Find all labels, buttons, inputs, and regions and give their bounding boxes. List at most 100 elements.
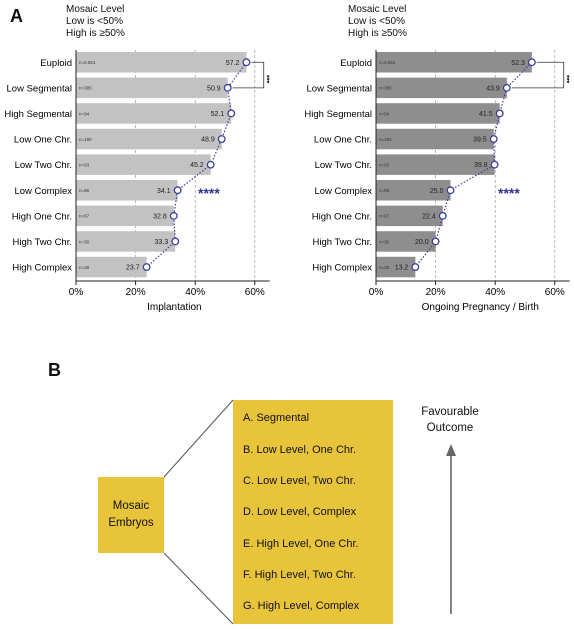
value-label: 23.7: [126, 265, 140, 272]
significance-stars: ****: [198, 185, 220, 201]
value-label: 52.3: [511, 60, 525, 67]
bar: [76, 205, 174, 227]
bar: [376, 231, 436, 252]
category-label: High One Chr.: [12, 211, 72, 222]
n-label: n=94: [379, 111, 390, 116]
value-label: 41.5: [479, 111, 493, 118]
bar: [76, 52, 247, 73]
level-item: D. Low Level, Complex: [243, 506, 357, 518]
mosaic-note-title: Mosaic Level: [66, 4, 125, 15]
value-label: 39.5: [473, 137, 487, 144]
bar: [376, 205, 443, 227]
n-label: n=30: [379, 239, 390, 244]
x-tick-label: 40%: [485, 287, 505, 298]
bar: [76, 256, 147, 278]
value-label: 52.1: [211, 111, 225, 118]
data-point: [495, 109, 504, 118]
level-item: F. High Level, Two Chr.: [243, 569, 356, 581]
level-item: B. Low Level, One Chr.: [243, 444, 357, 456]
connector-line-bottom: [163, 552, 234, 625]
data-point: [527, 58, 536, 67]
n-label: n=38: [379, 265, 390, 270]
value-label: 45.2: [190, 162, 204, 169]
mosaic-level-note-left: Mosaic Level Low is <50% High is ≥50%: [66, 4, 125, 40]
bar: [76, 231, 176, 252]
x-axis-title: Implantation: [147, 302, 201, 313]
n-label: n=93: [379, 162, 390, 167]
bar-charts: Euploid n=5,561 57.2 Low Segmental n=385 50.9…: [4, 50, 570, 313]
data-point: [169, 211, 178, 220]
data-point: [227, 109, 236, 118]
mosaic-note-high: High is ≥50%: [348, 28, 407, 39]
significance-stars: ****: [498, 185, 520, 201]
value-label: 13.2: [395, 265, 409, 272]
panel-b-label: B: [48, 360, 61, 380]
n-label: n=190: [379, 137, 392, 142]
data-point: [173, 186, 182, 195]
n-label: n=93: [79, 162, 90, 167]
category-label: Low Segmental: [307, 83, 372, 94]
n-label: n=94: [79, 111, 90, 116]
data-point: [502, 83, 511, 92]
x-axis-title: Ongoing Pregnancy / Birth: [422, 302, 539, 313]
value-label: 25.0: [430, 188, 444, 195]
category-label: High Complex: [12, 263, 72, 274]
value-label: 39.8: [474, 162, 488, 169]
mosaic-note-low: Low is <50%: [66, 16, 123, 27]
panel-a-label: A: [10, 6, 23, 26]
x-tick-label: 20%: [426, 287, 446, 298]
category-label: High Segmental: [304, 109, 372, 120]
category-label: High Two Chr.: [13, 237, 73, 248]
bar: [376, 77, 507, 99]
mosaic-embryos-box: Mosaic Embryos: [98, 477, 164, 553]
category-label: Euploid: [340, 58, 372, 69]
mosaic-level-ranking-box: A. Segmental B. Low Level, One Chr. C. L…: [233, 400, 393, 624]
value-label: 22.4: [422, 213, 436, 220]
mosaic-level-note-right: Mosaic Level Low is <50% High is ≥50%: [348, 4, 407, 40]
x-tick-label: 60%: [245, 287, 265, 298]
data-point: [217, 135, 226, 143]
category-label: High Segmental: [4, 109, 72, 120]
level-item: G. High Level, Complex: [243, 600, 360, 612]
bar: [76, 180, 178, 201]
favourable-line-1: Favourable: [421, 406, 479, 418]
data-point: [431, 237, 440, 246]
n-label: n=5,561: [79, 60, 96, 65]
value-label: 33.3: [155, 239, 169, 246]
value-label: 50.9: [207, 85, 221, 92]
value-label: 43.9: [486, 85, 500, 92]
level-item: C. Low Level, Two Chr.: [243, 475, 356, 487]
n-label: n=190: [79, 137, 92, 142]
bar: [376, 180, 451, 201]
n-label: n=38: [79, 265, 90, 270]
value-label: 32.8: [153, 213, 167, 220]
category-label: Low Complex: [314, 186, 372, 197]
mosaic-box-line-1: Mosaic: [112, 500, 150, 512]
category-label: High One Chr.: [312, 211, 372, 222]
data-point: [171, 237, 180, 246]
n-label: n=86: [379, 188, 390, 193]
bar: [376, 256, 416, 278]
category-label: High Complex: [312, 263, 372, 274]
x-tick-label: 40%: [185, 287, 205, 298]
category-label: Euploid: [40, 58, 72, 69]
value-label: 20.0: [415, 239, 429, 246]
bar: [376, 128, 494, 150]
bar: [376, 154, 495, 175]
favourable-line-2: Outcome: [426, 422, 474, 434]
significance-stars: ***: [263, 75, 270, 83]
data-point: [446, 186, 455, 195]
mosaic-note-low: Low is <50%: [348, 16, 405, 27]
category-label: High Two Chr.: [313, 237, 373, 248]
n-label: n=30: [79, 239, 90, 244]
data-point: [490, 160, 499, 169]
connector-line-top: [163, 399, 234, 478]
data-point: [489, 135, 498, 143]
bar: [76, 77, 228, 99]
bar: [76, 128, 222, 150]
category-label: Low Segmental: [7, 83, 72, 94]
n-label: n=5,561: [379, 60, 396, 65]
data-point: [242, 58, 251, 67]
mosaic-box-line-2: Embryos: [108, 517, 154, 529]
n-label: n=385: [379, 86, 392, 91]
